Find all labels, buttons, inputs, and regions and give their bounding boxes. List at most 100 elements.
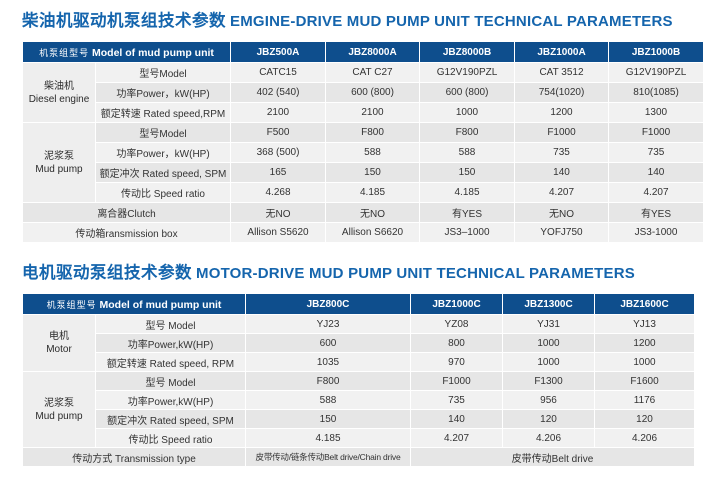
model-of-unit-header-cell: 机泵组型号 Model of mud pump unit (22, 41, 231, 63)
value-cell: 1200 (514, 102, 609, 123)
footer-label-cell: 传动方式 Transmission type (22, 447, 246, 467)
value-cell: 有YES (608, 202, 704, 223)
param-label-cell: 型号 Model (95, 314, 246, 334)
motor-title-chinese: 电机驱动泵组技术参数 (22, 264, 192, 282)
value-cell: 120 (594, 409, 695, 429)
footer-label-cell: 传动箱ransmission box (22, 222, 231, 243)
page: 柴油机驱动机泵组技术参数 EMGINE-DRIVE MUD PUMP UNIT T… (22, 8, 704, 467)
value-cell: 4.207 (410, 428, 503, 448)
value-cell: 735 (514, 142, 609, 163)
value-cell: 1000 (419, 102, 515, 123)
value-cell: 735 (410, 390, 503, 410)
value-cell: 588 (419, 142, 515, 163)
value-cell: 368 (500) (230, 142, 326, 163)
value-cell: Allison S6620 (325, 222, 420, 243)
value-cell: 4.185 (419, 182, 515, 203)
value-cell: 皮带传动Belt drive (410, 447, 695, 467)
value-cell: CATC15 (230, 62, 326, 83)
param-label-cell: 额定冲次 Rated speed, SPM (95, 162, 231, 183)
group-label-chinese: 电机 (49, 331, 69, 342)
table-row: 电机 Motor 型号 Model YJ23 YZ08 YJ31 YJ13 (22, 314, 695, 372)
model-column-header: JBZ1000B (608, 41, 704, 63)
table-header-row: 机泵组型号 Model of mud pump unit JBZ800C JBZ10… (22, 293, 695, 315)
value-cell: 600 (800) (419, 82, 515, 103)
model-column-header: JBZ1300C (502, 293, 595, 315)
model-column-header: JBZ1600C (594, 293, 695, 315)
param-label-cell: 传动比 Speed ratio (95, 182, 231, 203)
table-footer-row: 传动方式 Transmission type 皮带传动/链条传动Belt driv… (22, 447, 695, 467)
table-footer-row: 传动箱ransmission box Allison S5620 Allison S… (22, 222, 704, 243)
table-row: 功率Power,kW(HP) 588 735 956 1176 (23, 390, 695, 410)
footer-label-cell: 离合器Clutch (22, 202, 231, 223)
value-cell: 无NO (325, 202, 420, 223)
param-label-cell: 功率Power,kW(HP) (95, 390, 246, 410)
table-row: 柴油机 Diesel engine 型号Model CATC15 CAT C27 G12V… (22, 62, 704, 123)
value-cell: 4.207 (514, 182, 609, 203)
value-cell: 150 (245, 409, 411, 429)
table-row: 额定转速 Rated speed,RPM 2100 2100 1000 1200 1300 (23, 102, 704, 123)
value-cell: JS3–1000 (419, 222, 515, 243)
value-cell: YZ08 (410, 314, 503, 334)
value-cell: 402 (540) (230, 82, 326, 103)
table-row: 额定冲次 Rated speed, SPM 150 140 120 120 (23, 409, 695, 429)
value-cell: 4.185 (325, 182, 420, 203)
value-cell: F1000 (514, 122, 609, 143)
value-cell: 165 (230, 162, 326, 183)
value-cell: 140 (410, 409, 503, 429)
group-label-cell: 泥浆泵 Mud pump (22, 371, 96, 448)
group-label-english: Motor (46, 344, 72, 355)
value-cell: F1000 (608, 122, 704, 143)
value-cell: 150 (419, 162, 515, 183)
param-label-cell: 型号Model (95, 122, 231, 143)
model-column-header: JBZ500A (230, 41, 326, 63)
model-of-unit-header-cell: 机泵组型号 Model of mud pump unit (22, 293, 246, 315)
group-label-chinese: 柴油机 (44, 80, 74, 92)
value-cell: 970 (410, 352, 503, 372)
group-label-english: Mud pump (35, 163, 83, 175)
section-title-diesel: 柴油机驱动机泵组技术参数 EMGINE-DRIVE MUD PUMP UNIT T… (22, 8, 704, 33)
group-label-cell: 泥浆泵 Mud pump (22, 122, 96, 203)
table-row: 功率Power，kW(HP) 368 (500) 588 588 735 735 (23, 142, 704, 163)
value-cell: 810(1085) (608, 82, 704, 103)
value-cell: 588 (325, 142, 420, 163)
model-of-unit-label-chinese: 机泵组型号 (39, 47, 90, 58)
value-cell: 1176 (594, 390, 695, 410)
table-header-row: 机泵组型号 Model of mud pump unit JBZ500A JBZ80… (22, 41, 704, 63)
value-cell: YJ31 (502, 314, 595, 334)
value-cell: 1200 (594, 333, 695, 353)
table-row: 功率Power，kW(HP) 402 (540) 600 (800) 600 (800… (23, 82, 704, 103)
param-label-cell: 功率Power,kW(HP) (95, 333, 246, 353)
group-label-cell: 电机 Motor (22, 314, 96, 372)
value-cell: 140 (608, 162, 704, 183)
table-footer-row: 离合器Clutch 无NO 无NO 有YES 无NO 有YES (22, 202, 704, 223)
model-of-unit-label-english: Model of mud pump unit (89, 46, 214, 59)
value-cell: 1000 (594, 352, 695, 372)
value-cell: 无NO (230, 202, 326, 223)
value-cell: 无NO (514, 202, 609, 223)
model-column-header: JBZ1000A (514, 41, 609, 63)
param-label-cell: 功率Power，kW(HP) (95, 142, 231, 163)
value-cell: CAT 3512 (514, 62, 609, 83)
table-row: 泥浆泵 Mud pump 型号Model F500 F800 F800 F1000 F1000 (22, 122, 704, 203)
value-cell: 4.206 (502, 428, 595, 448)
value-cell: F500 (230, 122, 326, 143)
param-label-cell: 型号 Model (95, 371, 246, 391)
value-cell: Allison S5620 (230, 222, 326, 243)
value-cell: YJ23 (245, 314, 411, 334)
value-cell: 754(1020) (514, 82, 609, 103)
diesel-title-english: EMGINE-DRIVE MUD PUMP UNIT TECHNICAL PAR… (230, 13, 673, 30)
value-cell: 1300 (608, 102, 704, 123)
value-cell: F1300 (502, 371, 595, 391)
diesel-params-table: 机泵组型号 Model of mud pump unit JBZ500A JBZ80… (22, 41, 704, 243)
model-column-header: JBZ800C (245, 293, 411, 315)
table-row: 传动比 Speed ratio 4.185 4.207 4.206 4.206 (23, 428, 695, 448)
value-cell: F800 (245, 371, 411, 391)
table-row: 功率Power,kW(HP) 600 800 1000 1200 (23, 333, 695, 353)
value-cell: F1600 (594, 371, 695, 391)
value-cell: JS3-1000 (608, 222, 704, 243)
param-label-cell: 额定转速 Rated speed, RPM (95, 352, 246, 372)
group-label-chinese: 泥浆泵 (44, 397, 74, 409)
value-cell: 956 (502, 390, 595, 410)
value-cell: 4.206 (594, 428, 695, 448)
group-label-cell: 柴油机 Diesel engine (22, 62, 96, 123)
